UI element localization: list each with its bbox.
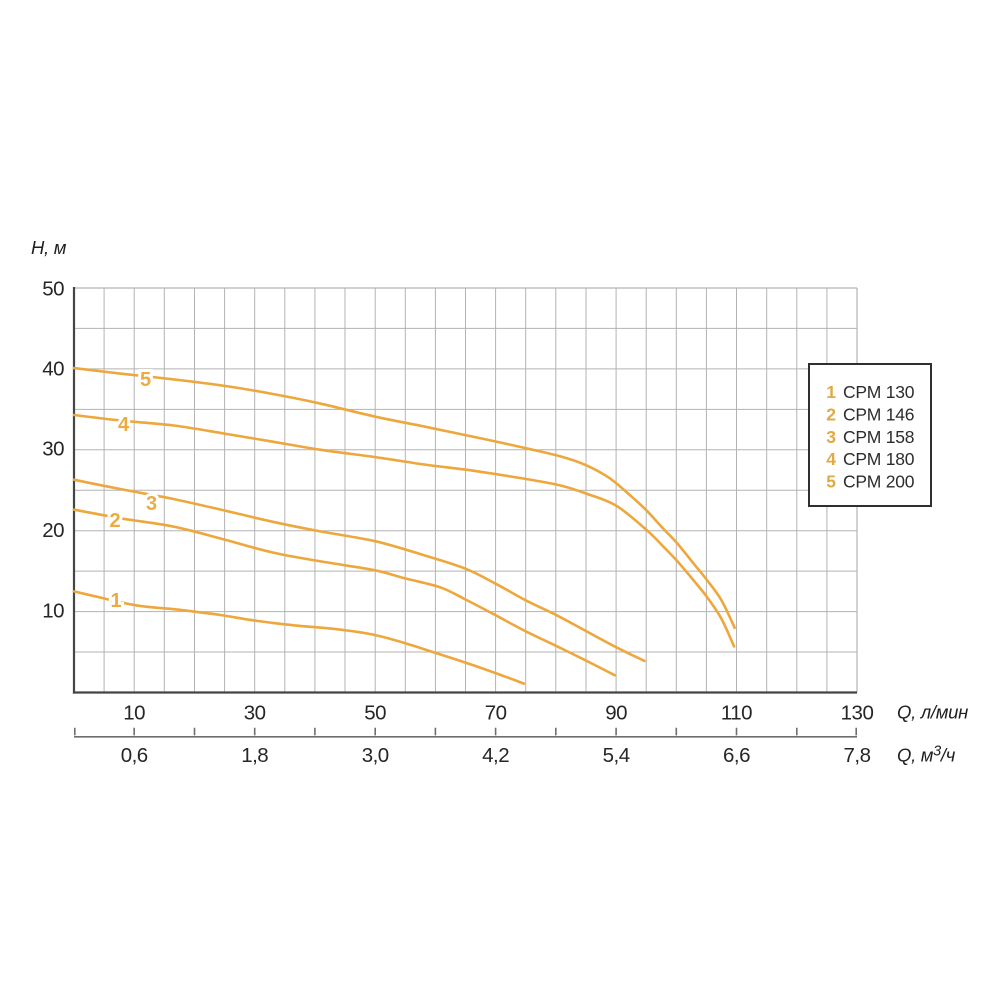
svg-text:4,2: 4,2 — [482, 744, 509, 767]
svg-text:30: 30 — [42, 438, 64, 461]
svg-text:CPM 200: CPM 200 — [843, 472, 915, 492]
svg-text:20: 20 — [42, 519, 64, 542]
svg-text:3: 3 — [826, 427, 836, 447]
svg-text:1: 1 — [826, 382, 836, 402]
svg-text:H, м: H, м — [31, 237, 67, 258]
svg-text:110: 110 — [721, 702, 752, 725]
svg-text:1: 1 — [110, 590, 121, 612]
svg-text:5: 5 — [140, 369, 151, 391]
svg-text:4: 4 — [826, 449, 836, 469]
svg-text:2: 2 — [826, 404, 836, 424]
svg-text:CPM 146: CPM 146 — [843, 404, 914, 424]
svg-text:90: 90 — [605, 702, 627, 725]
svg-text:5,4: 5,4 — [603, 744, 630, 767]
svg-text:10: 10 — [42, 600, 64, 623]
svg-text:1,8: 1,8 — [241, 744, 268, 767]
svg-text:30: 30 — [244, 702, 266, 725]
svg-text:10: 10 — [123, 702, 145, 725]
svg-text:CPM 180: CPM 180 — [843, 449, 915, 469]
svg-text:0,6: 0,6 — [121, 744, 148, 767]
svg-text:Q, м3/ч: Q, м3/ч — [897, 744, 956, 766]
svg-text:3,0: 3,0 — [362, 744, 389, 767]
svg-text:6,6: 6,6 — [723, 744, 750, 767]
svg-text:40: 40 — [42, 358, 64, 381]
svg-text:70: 70 — [485, 702, 507, 725]
svg-text:CPM 158: CPM 158 — [843, 427, 914, 447]
svg-text:5: 5 — [826, 472, 836, 492]
svg-text:4: 4 — [118, 414, 130, 436]
svg-text:3: 3 — [146, 493, 157, 515]
svg-text:Q, л/мин: Q, л/мин — [897, 702, 968, 723]
svg-text:CPM 130: CPM 130 — [843, 382, 915, 402]
svg-text:130: 130 — [841, 702, 874, 725]
svg-text:50: 50 — [364, 702, 386, 725]
svg-text:50: 50 — [42, 278, 64, 301]
svg-text:7,8: 7,8 — [844, 744, 871, 767]
svg-text:2: 2 — [109, 510, 120, 532]
